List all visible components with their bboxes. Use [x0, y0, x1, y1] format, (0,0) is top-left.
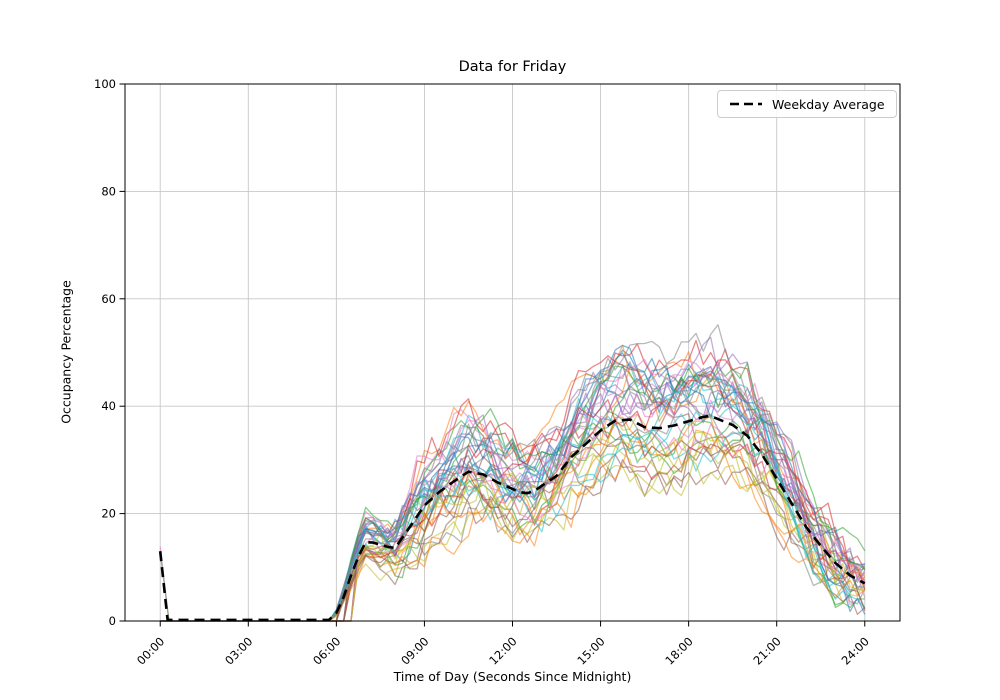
day-series-line [160, 363, 844, 622]
day-series-line [160, 441, 865, 622]
legend: Weekday Average [717, 90, 897, 118]
y-tick-label: 100 [94, 77, 116, 91]
x-tick-label: 06:00 [310, 634, 343, 667]
x-tick-label: 18:00 [662, 634, 695, 667]
day-series-line [160, 362, 866, 622]
x-tick-label: 09:00 [398, 634, 431, 667]
weekday-average-line [158, 414, 866, 622]
legend-label: Weekday Average [772, 96, 885, 112]
day-series-line [160, 458, 866, 622]
day-series-line [160, 416, 866, 622]
x-tick-label: 12:00 [486, 634, 519, 667]
y-tick-label: 60 [101, 292, 116, 306]
y-tick-label: 20 [101, 507, 116, 521]
x-tick-label: 21:00 [750, 634, 783, 667]
x-axis-label: Time of Day (Seconds Since Midnight) [393, 669, 632, 684]
day-series-line [160, 389, 866, 622]
chart-title: Data for Friday [458, 59, 567, 75]
day-series-line [160, 431, 851, 622]
y-tick-label: 80 [101, 184, 116, 198]
y-tick-label: 40 [101, 399, 116, 413]
day-series-line [160, 344, 865, 622]
day-series-line [160, 443, 866, 622]
y-axis-label: Occupancy Percentage [58, 280, 74, 424]
x-tick-label: 03:00 [222, 634, 255, 667]
day-series-line [160, 416, 866, 622]
day-series-line [160, 428, 866, 622]
y-tick-label: 0 [109, 614, 116, 628]
x-tick-label: 00:00 [134, 634, 167, 667]
day-series-line [159, 365, 866, 622]
x-tick-label: 15:00 [574, 634, 607, 667]
legend-dashed-line-icon [730, 102, 762, 106]
x-tick-label: 24:00 [839, 634, 872, 667]
day-series-line [160, 372, 851, 622]
